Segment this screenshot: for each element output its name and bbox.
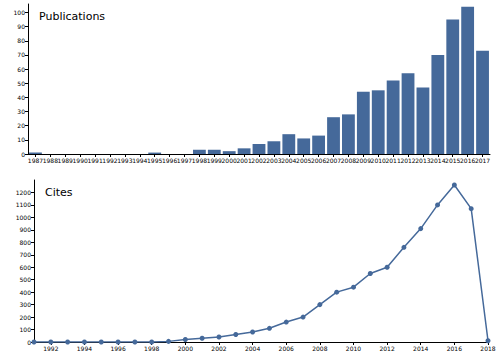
svg-text:2002: 2002 — [211, 345, 226, 352]
svg-text:1992: 1992 — [43, 345, 58, 352]
svg-text:2014: 2014 — [430, 157, 445, 164]
svg-text:400: 400 — [20, 289, 32, 296]
svg-text:1994: 1994 — [77, 345, 92, 352]
svg-text:2014: 2014 — [413, 345, 428, 352]
svg-text:2005: 2005 — [296, 157, 311, 164]
svg-text:1999: 1999 — [207, 157, 222, 164]
svg-text:1990: 1990 — [73, 157, 88, 164]
svg-text:700: 700 — [20, 251, 32, 258]
svg-text:70: 70 — [17, 51, 25, 58]
svg-text:2009: 2009 — [356, 157, 371, 164]
svg-text:1996: 1996 — [110, 345, 125, 352]
svg-text:2015: 2015 — [445, 157, 460, 164]
svg-text:50: 50 — [17, 80, 25, 87]
svg-text:100: 100 — [20, 326, 32, 333]
svg-text:60: 60 — [17, 66, 25, 73]
svg-text:2004: 2004 — [281, 157, 296, 164]
svg-text:2003: 2003 — [266, 157, 281, 164]
svg-text:2016: 2016 — [460, 157, 475, 164]
svg-text:500: 500 — [20, 276, 32, 283]
svg-text:1996: 1996 — [162, 157, 177, 164]
svg-text:2012: 2012 — [400, 157, 415, 164]
svg-text:20: 20 — [17, 122, 25, 129]
svg-text:2001: 2001 — [236, 157, 251, 164]
svg-text:1998: 1998 — [144, 345, 159, 352]
svg-text:2000: 2000 — [178, 345, 193, 352]
svg-text:1993: 1993 — [117, 157, 132, 164]
svg-text:900: 900 — [20, 226, 32, 233]
svg-text:1100: 1100 — [16, 201, 31, 208]
svg-text:90: 90 — [17, 23, 25, 30]
svg-text:2006: 2006 — [279, 345, 294, 352]
svg-text:2016: 2016 — [447, 345, 462, 352]
svg-text:1987: 1987 — [28, 157, 43, 164]
svg-text:2017: 2017 — [475, 157, 490, 164]
svg-text:0: 0 — [27, 339, 31, 346]
svg-text:100: 100 — [14, 9, 26, 16]
svg-text:Cites: Cites — [45, 186, 73, 199]
svg-text:1995: 1995 — [147, 157, 162, 164]
svg-text:1988: 1988 — [43, 157, 58, 164]
svg-text:1200: 1200 — [16, 189, 31, 196]
svg-text:2002: 2002 — [251, 157, 266, 164]
svg-text:1000: 1000 — [16, 214, 31, 221]
svg-text:2018: 2018 — [480, 345, 495, 352]
svg-text:0: 0 — [21, 151, 25, 158]
svg-text:200: 200 — [20, 314, 32, 321]
svg-text:1997: 1997 — [177, 157, 192, 164]
svg-text:1991: 1991 — [87, 157, 102, 164]
svg-text:2010: 2010 — [371, 157, 386, 164]
svg-text:80: 80 — [17, 37, 25, 44]
svg-text:2004: 2004 — [245, 345, 260, 352]
svg-text:2011: 2011 — [385, 157, 400, 164]
svg-text:1994: 1994 — [132, 157, 147, 164]
svg-text:2007: 2007 — [326, 157, 341, 164]
svg-text:2008: 2008 — [312, 345, 327, 352]
svg-text:2008: 2008 — [341, 157, 356, 164]
svg-text:800: 800 — [20, 239, 32, 246]
svg-text:Publications: Publications — [39, 10, 105, 23]
svg-text:2012: 2012 — [379, 345, 394, 352]
svg-text:600: 600 — [20, 264, 32, 271]
svg-text:2010: 2010 — [346, 345, 361, 352]
svg-text:300: 300 — [20, 301, 32, 308]
svg-text:30: 30 — [17, 108, 25, 115]
svg-text:1992: 1992 — [102, 157, 117, 164]
svg-text:2000: 2000 — [222, 157, 237, 164]
svg-text:2013: 2013 — [415, 157, 430, 164]
svg-text:2006: 2006 — [311, 157, 326, 164]
svg-text:40: 40 — [17, 94, 25, 101]
svg-text:1989: 1989 — [58, 157, 73, 164]
svg-text:1998: 1998 — [192, 157, 207, 164]
svg-text:10: 10 — [17, 136, 25, 143]
